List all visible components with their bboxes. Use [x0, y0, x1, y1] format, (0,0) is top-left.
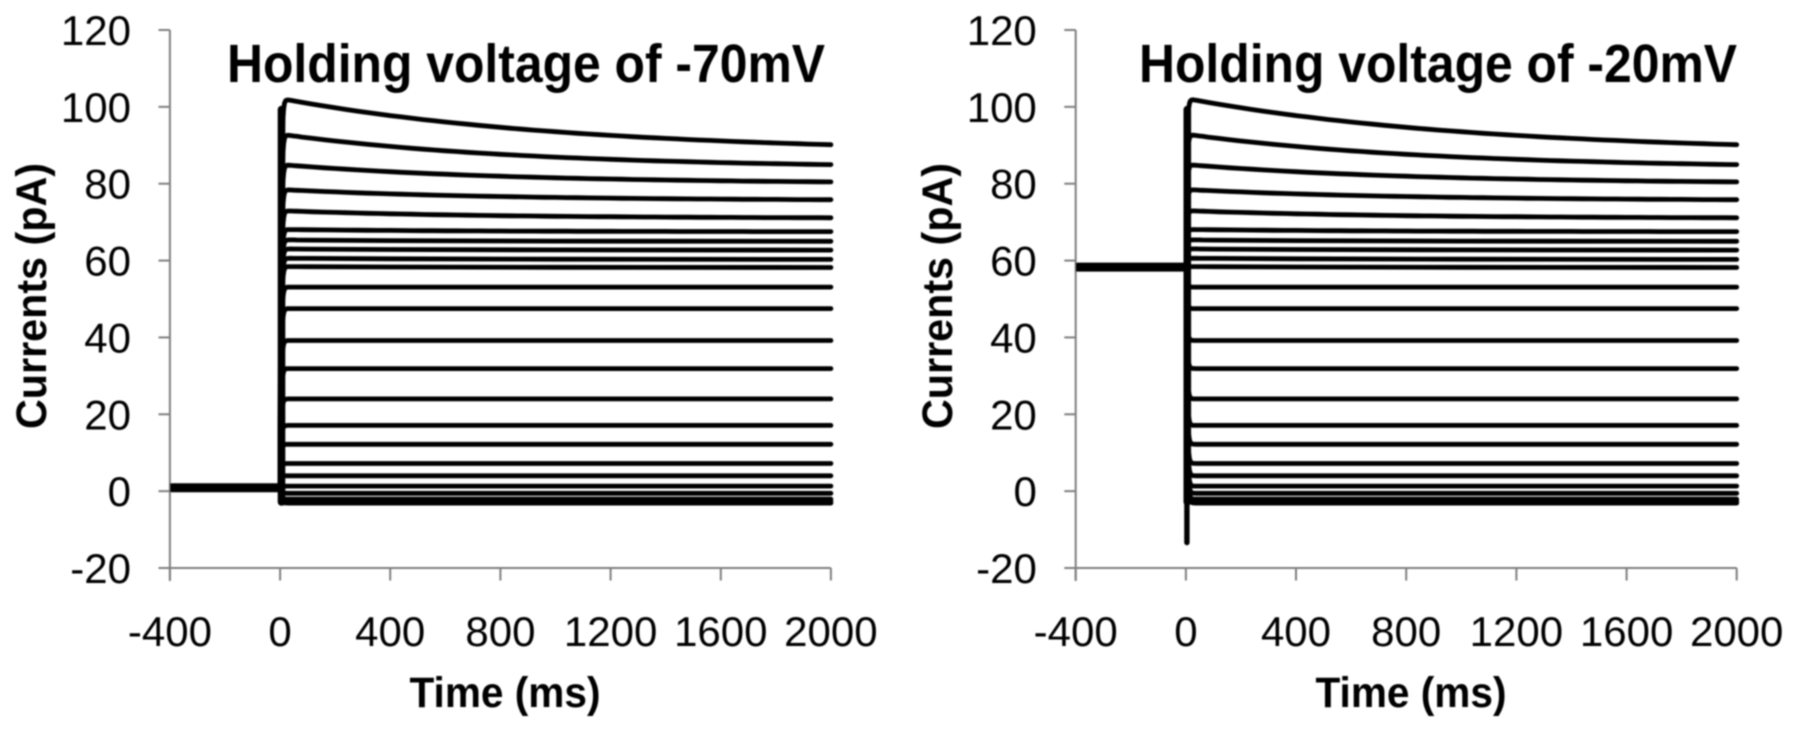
svg-text:40: 40 — [84, 314, 131, 361]
svg-text:Holding voltage of -20mV: Holding voltage of -20mV — [1139, 34, 1737, 94]
svg-text:60: 60 — [84, 238, 131, 285]
svg-text:2000: 2000 — [784, 608, 877, 655]
svg-text:80: 80 — [84, 161, 131, 208]
svg-text:120: 120 — [967, 7, 1037, 54]
svg-text:800: 800 — [465, 608, 535, 655]
svg-text:80: 80 — [990, 161, 1037, 208]
svg-text:1600: 1600 — [674, 608, 767, 655]
svg-text:Currents (pA): Currents (pA) — [914, 163, 962, 429]
svg-text:1200: 1200 — [1470, 608, 1563, 655]
svg-text:2000: 2000 — [1690, 608, 1783, 655]
svg-text:20: 20 — [990, 391, 1037, 438]
svg-text:-400: -400 — [128, 608, 212, 655]
svg-text:20: 20 — [84, 391, 131, 438]
svg-text:100: 100 — [967, 84, 1037, 131]
svg-text:0: 0 — [108, 468, 131, 515]
svg-text:-20: -20 — [70, 545, 131, 592]
svg-text:0: 0 — [1013, 468, 1036, 515]
svg-text:0: 0 — [1174, 608, 1197, 655]
svg-text:800: 800 — [1371, 608, 1441, 655]
svg-text:100: 100 — [61, 84, 131, 131]
svg-text:400: 400 — [355, 608, 425, 655]
svg-text:Time (ms): Time (ms) — [410, 669, 601, 717]
svg-text:120: 120 — [61, 7, 131, 54]
svg-text:-20: -20 — [976, 545, 1037, 592]
svg-text:1200: 1200 — [564, 608, 657, 655]
svg-text:400: 400 — [1261, 608, 1331, 655]
svg-text:60: 60 — [990, 238, 1037, 285]
svg-text:Holding voltage of -70mV: Holding voltage of -70mV — [227, 34, 825, 94]
svg-text:1600: 1600 — [1580, 608, 1673, 655]
svg-text:-400: -400 — [1034, 608, 1118, 655]
svg-text:0: 0 — [268, 608, 291, 655]
svg-text:Time (ms): Time (ms) — [1316, 669, 1507, 717]
svg-text:Currents (pA): Currents (pA) — [8, 163, 56, 429]
svg-text:40: 40 — [990, 314, 1037, 361]
